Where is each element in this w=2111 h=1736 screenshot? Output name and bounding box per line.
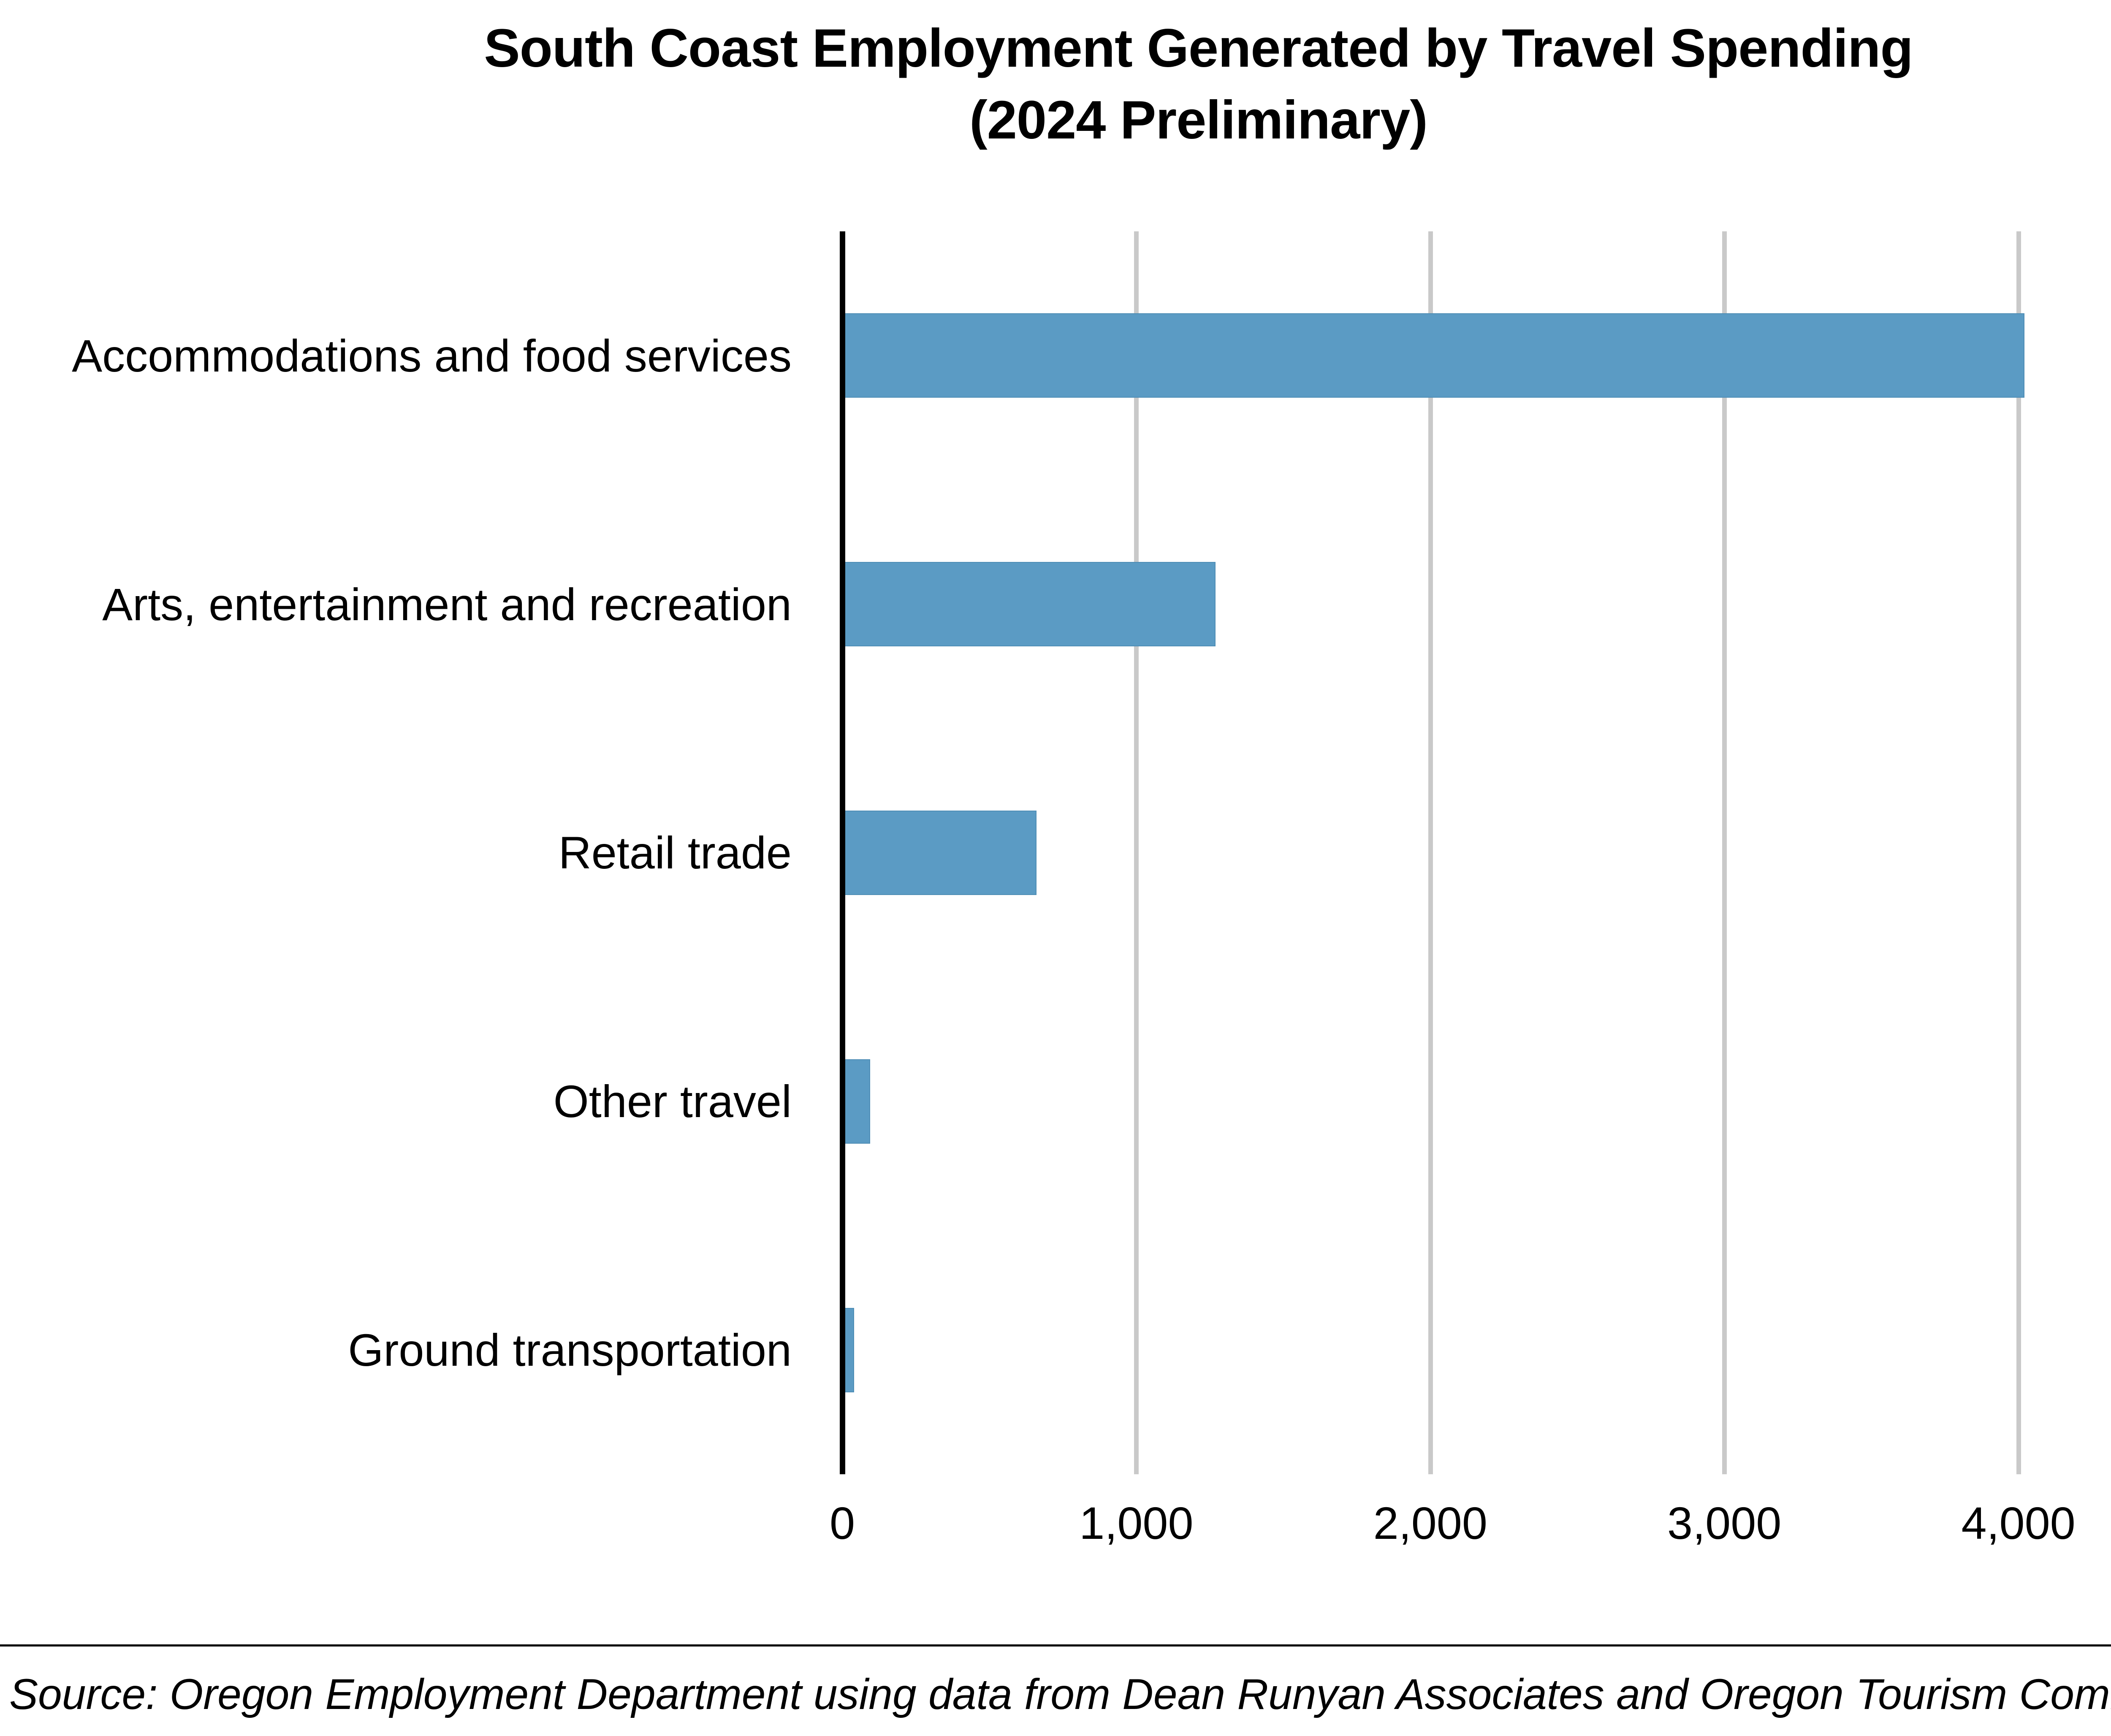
x-tick-3000: 3,000 bbox=[1667, 1497, 1782, 1549]
chart-title-block: South Coast Employment Generated by Trav… bbox=[0, 13, 2111, 156]
bar-accommodations-and-food-services[interactable] bbox=[842, 313, 2024, 398]
x-tick-1000: 1,000 bbox=[1079, 1497, 1194, 1549]
y-axis-label-retail-trade: Retail trade bbox=[558, 827, 792, 879]
y-axis-category-labels: Accommodations and food services Arts, en… bbox=[0, 231, 817, 1474]
page-title-line-2: (2024 Preliminary) bbox=[969, 90, 1428, 151]
y-axis-label-arts-entertainment-and-recreation: Arts, entertainment and recreation bbox=[102, 578, 792, 630]
plot-area bbox=[840, 231, 2111, 1474]
bar-arts-entertainment-and-recreation[interactable] bbox=[842, 562, 1216, 647]
x-tick-4000: 4,000 bbox=[1961, 1497, 2076, 1549]
bar-row bbox=[842, 729, 2111, 977]
bar-row bbox=[842, 977, 2111, 1226]
gridline-3000 bbox=[1722, 231, 1727, 1474]
gridline-4000 bbox=[2016, 231, 2021, 1474]
y-axis-label-other-travel: Other travel bbox=[553, 1076, 792, 1127]
bar-other-travel[interactable] bbox=[842, 1059, 871, 1144]
footer-divider bbox=[0, 1644, 2111, 1646]
bars-group bbox=[842, 231, 2111, 1474]
bar-row bbox=[842, 1226, 2111, 1474]
y-axis-line bbox=[840, 231, 845, 1474]
bar-row bbox=[842, 231, 2111, 480]
x-tick-2000: 2,000 bbox=[1373, 1497, 1487, 1549]
bar-retail-trade[interactable] bbox=[842, 810, 1037, 895]
gridline-1000 bbox=[1134, 231, 1139, 1474]
gridline-2000 bbox=[1428, 231, 1433, 1474]
bar-row bbox=[842, 480, 2111, 729]
x-tick-0: 0 bbox=[829, 1497, 855, 1549]
source-note: Source: Oregon Employment Department usi… bbox=[9, 1670, 2111, 1718]
y-axis-label-ground-transportation: Ground transportation bbox=[348, 1324, 792, 1376]
y-axis-label-accommodations-and-food-services: Accommodations and food services bbox=[72, 330, 792, 381]
page-title-line-1: South Coast Employment Generated by Trav… bbox=[484, 18, 1913, 79]
